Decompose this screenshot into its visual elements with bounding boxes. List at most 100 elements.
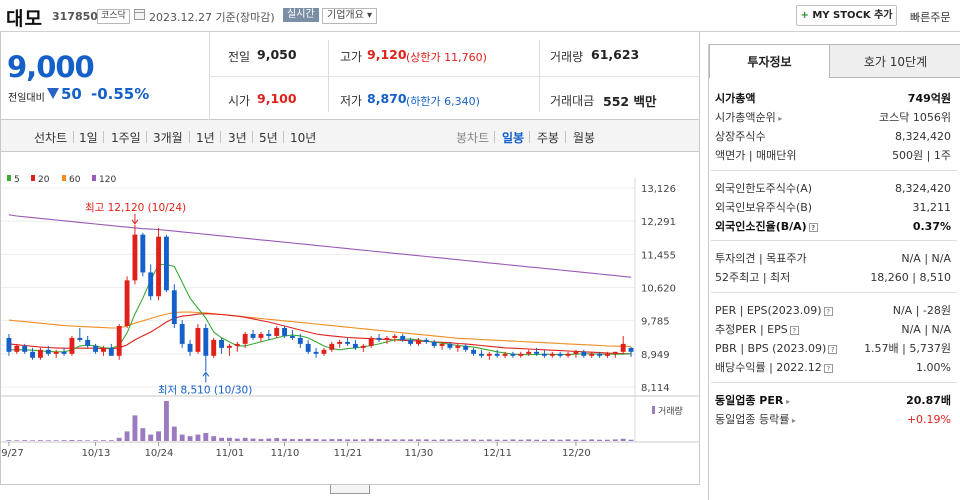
invest-row: 추정PER | EPS? N/A | N/A [715,320,951,339]
volume-bar [549,439,555,441]
candle-body [266,333,272,336]
lower-limit: (하한가 6,340) [406,95,480,108]
tab-1y[interactable]: 1년 [196,131,215,145]
invest-row-value: 31,211 [912,201,952,214]
arrow-icon[interactable]: ▸ [775,114,783,123]
candle-body [211,339,217,356]
legend-swatch [7,175,11,181]
candle-body [242,333,248,344]
candle-body [289,335,295,338]
help-icon[interactable]: ? [823,306,833,316]
tab-5y[interactable]: 5년 [259,131,278,145]
tab-separator [252,131,253,143]
volume-bar [93,440,99,441]
invest-row-value: 500원 | 1주 [892,149,951,162]
volume-bar [274,438,280,441]
volume-bar [352,439,358,441]
volume-bar [226,437,232,441]
invest-row-value: 20.87배 [906,394,951,407]
tab-order-book[interactable]: 호가 10단계 [830,44,960,78]
quick-order-button[interactable]: 빠른주문 [910,11,951,24]
low-label: 저가 [340,94,363,108]
candle-body [400,335,406,340]
candle-body [368,337,374,346]
x-tick-label: 11/10 [271,448,300,459]
help-icon[interactable]: ? [823,363,833,373]
candle-body [439,343,445,346]
volume-bar [486,439,492,441]
candle-body [124,280,130,327]
invest-row-label: 추정PER | EPS [715,323,788,336]
candle-body [234,343,240,346]
realtime-button[interactable]: 실시간 [283,8,319,22]
y-tick-label: 12,291 [641,217,676,228]
tab-monthly[interactable]: 월봉 [573,131,596,145]
tab-invest-info[interactable]: 투자정보 [709,44,830,78]
invest-row-value: 749억원 [907,92,951,105]
candle-body [392,335,398,338]
volume-bar [187,436,193,441]
invest-row: 외국인보유주식수(B) 31,211 [715,198,951,217]
tab-10y[interactable]: 10년 [290,131,317,145]
tab-separator [103,131,104,143]
volume-bar [258,439,264,441]
candle-body [37,349,43,358]
amount-label: 거래대금 [550,94,595,108]
invest-row-label: 상장주식수 [715,130,766,143]
legend-label: 60 [69,175,81,185]
candle-body [140,234,146,273]
tab-separator [565,131,566,143]
company-overview-dropdown[interactable]: 기업개요 ▾ [322,8,377,24]
candle-body [486,353,492,356]
high-annotation: 최고 12,120 (10/24) [85,202,186,214]
volume-bar [423,439,429,441]
base-date: 2023.12.27 기준(장마감) [149,11,275,24]
candle-body [187,343,193,352]
tab-3y[interactable]: 3년 [228,131,247,145]
tab-1w[interactable]: 1주일 [111,131,141,145]
volume-bar [203,433,209,441]
volume-bar [313,439,319,441]
volume-bar [140,428,146,441]
tab-daily[interactable]: 일봉 [502,131,525,145]
candle-body [30,351,36,358]
candle-body [274,327,280,336]
arrow-icon[interactable]: ▸ [789,416,796,425]
tab-separator [529,131,530,143]
arrow-icon[interactable]: ▸ [783,397,791,406]
my-stock-add-button[interactable]: + MY STOCK 추가 [796,5,897,26]
candle-body [100,347,106,352]
help-icon[interactable]: ? [808,222,818,232]
trade-amount: 552 백만 [603,94,657,109]
candle-body [408,339,414,344]
price-chart[interactable]: 13,126 12,291 11,455 10,620 9,785 8,949 8,114 5… [0,152,700,484]
candle-body [195,327,201,352]
candle-body [14,345,20,352]
chart-footer [0,484,700,500]
candle-body [360,345,366,348]
tab-1d[interactable]: 1일 [79,131,98,145]
candle-body [604,353,610,356]
section-divider [711,292,957,293]
volume-bar [518,439,524,441]
y-tick-label: 8,114 [641,383,670,394]
divider [209,76,699,77]
chart-tabs: 선차트 1일 1주일 3개월 1년 3년 5년 10년 봉차트 일봉 주봉 월봉 [0,120,700,152]
tab-weekly[interactable]: 주봉 [537,131,560,145]
invest-row-label: 동일업종 PER [715,394,784,407]
legend-swatch [62,175,66,181]
help-icon[interactable]: ? [828,344,838,354]
investment-panel: 투자정보 호가 10단계 시가총액 749억원 시가총액순위 ▸ 코스닥 1056위 상… [708,44,960,500]
volume-bar [219,437,225,441]
candle-body [305,343,311,352]
help-icon[interactable]: ? [789,325,799,335]
invest-row-value: +0.19% [906,413,951,426]
volume: 61,623 [591,47,640,62]
chart-resize-handle[interactable] [330,485,370,494]
tab-3m[interactable]: 3개월 [153,131,183,145]
volume-bar [510,439,516,441]
change-rate: -0.55% [91,85,150,103]
volume-bar [628,439,634,441]
volume-bar [589,439,595,441]
volume-bar [384,439,390,441]
